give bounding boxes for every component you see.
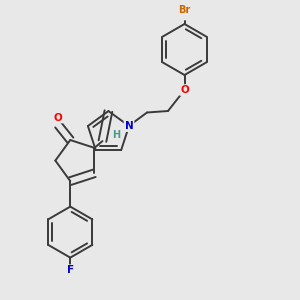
Text: O: O (180, 85, 189, 95)
Text: Br: Br (178, 4, 190, 15)
Text: H: H (112, 130, 120, 140)
Text: N: N (124, 121, 134, 131)
Text: F: F (67, 265, 74, 275)
Text: N: N (124, 121, 134, 131)
Text: O: O (54, 112, 63, 122)
